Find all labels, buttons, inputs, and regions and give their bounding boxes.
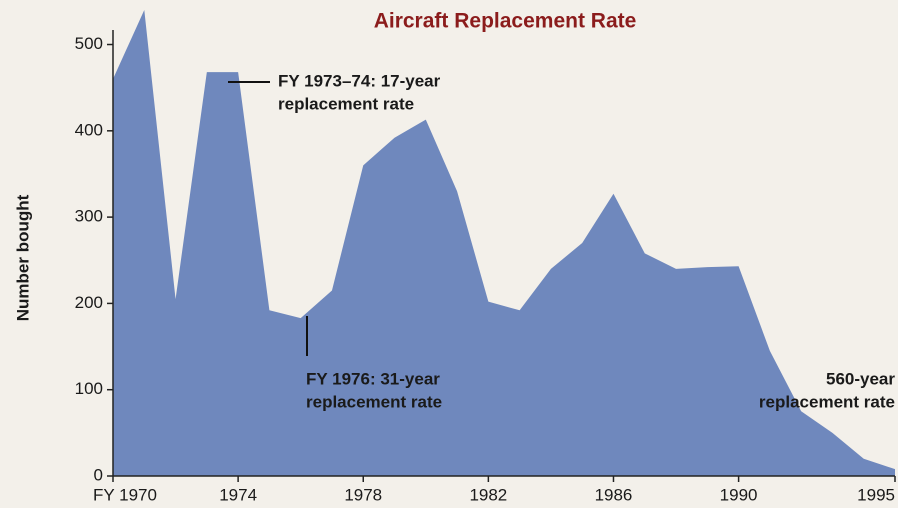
annotation: replacement rate <box>278 94 414 113</box>
annotation: FY 1973–74: 17-year <box>278 71 441 90</box>
y-tick-label: 300 <box>75 207 103 226</box>
x-tick-label: 1982 <box>469 485 507 504</box>
x-tick-label: 1974 <box>219 485 257 504</box>
chart-title: Aircraft Replacement Rate <box>374 10 637 33</box>
area <box>113 10 895 476</box>
x-tick-label: 1986 <box>595 485 633 504</box>
y-axis-label: Number bought <box>13 194 32 321</box>
y-tick-label: 400 <box>75 120 103 139</box>
annotation: 560-year <box>826 369 895 388</box>
annotation: FY 1976: 31-year <box>306 369 440 388</box>
y-tick-label: 200 <box>75 293 103 312</box>
x-tick-label: 1990 <box>720 485 758 504</box>
y-tick-label: 100 <box>75 379 103 398</box>
annotation: replacement rate <box>306 392 442 411</box>
x-tick-label: 1995 <box>857 485 895 504</box>
y-tick-label: 500 <box>75 34 103 53</box>
x-tick-label: 1978 <box>344 485 382 504</box>
x-tick-label: FY 1970 <box>93 485 157 504</box>
y-tick-label: 0 <box>94 465 103 484</box>
annotation: replacement rate <box>759 392 895 411</box>
